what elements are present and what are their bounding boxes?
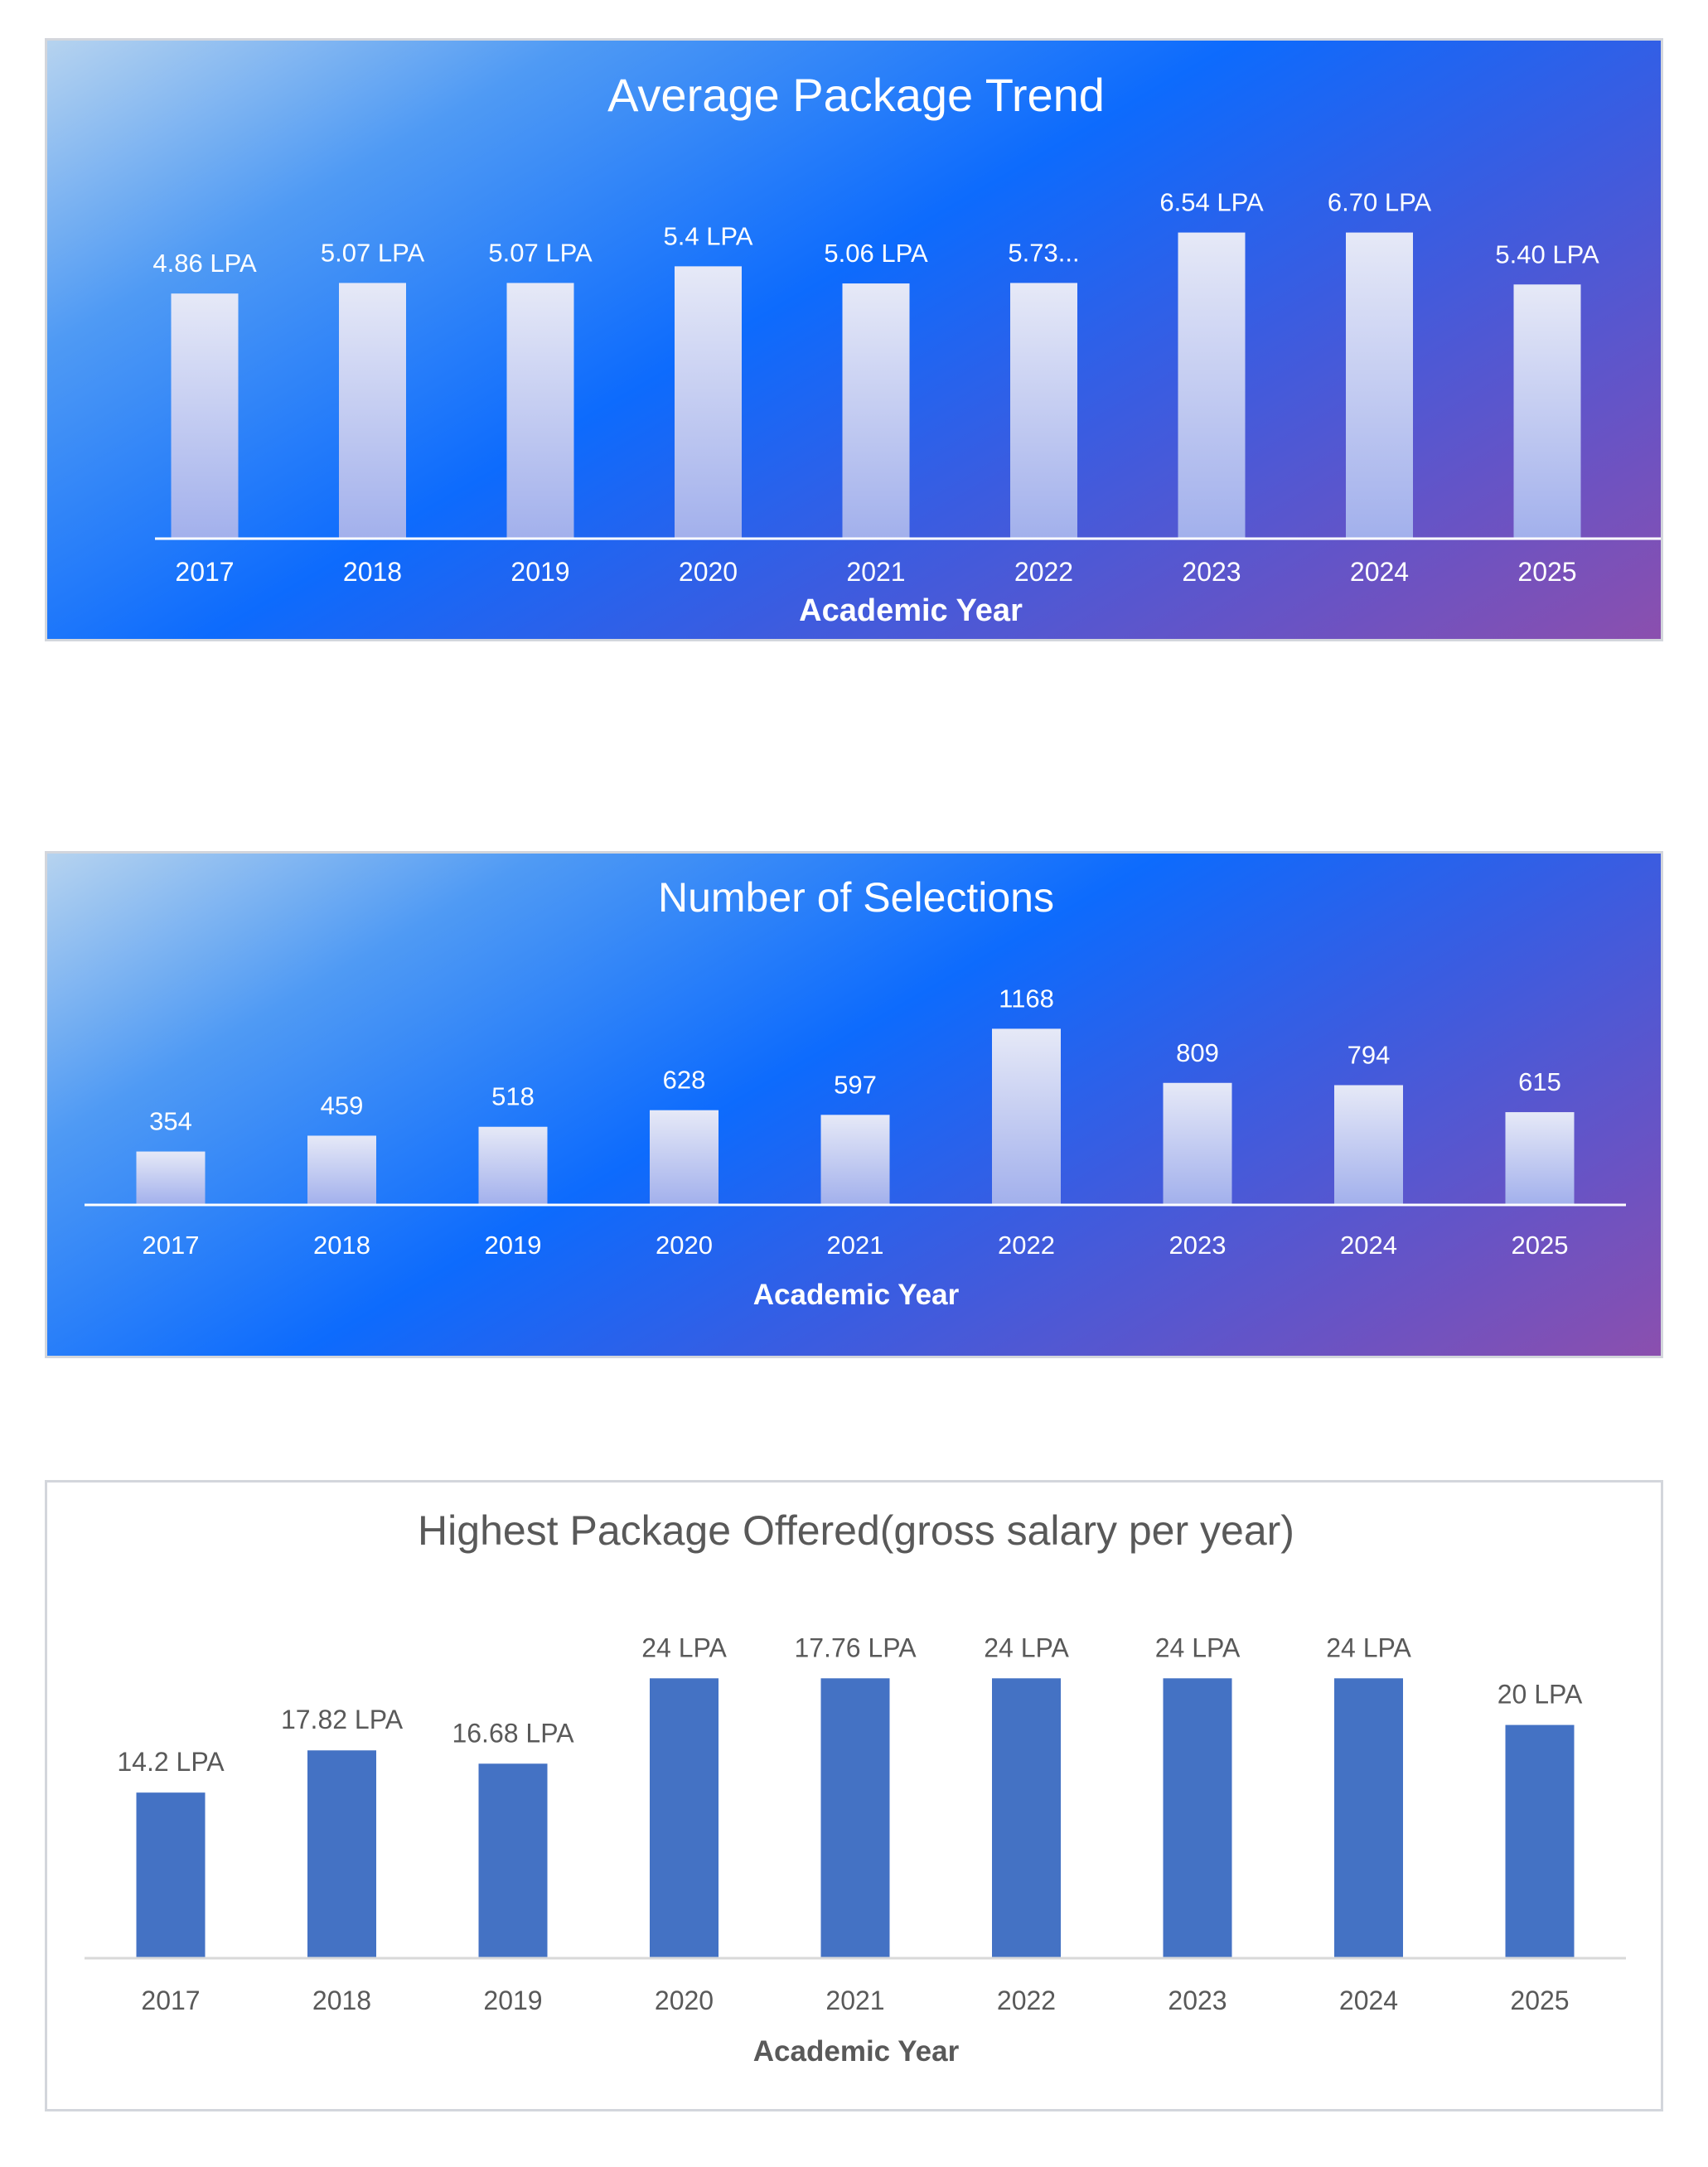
data-label-2021: 17.76 LPA: [794, 1633, 917, 1662]
bar-2022: [992, 1678, 1061, 1958]
bar-2021: [842, 283, 910, 539]
x-tick-label-2023: 2023: [1182, 557, 1241, 587]
data-label-2025: 5.40 LPA: [1495, 239, 1599, 268]
data-label-2017: 4.86 LPA: [152, 249, 257, 278]
chart-title: Number of Selections: [658, 874, 1054, 921]
chart-title: Highest Package Offered(gross salary per…: [418, 1507, 1294, 1554]
x-tick-label-2019: 2019: [510, 557, 569, 587]
highest-package-chart: Highest Package Offered(gross salary per…: [45, 1480, 1663, 2111]
x-tick-label-2022: 2022: [998, 1231, 1055, 1260]
bar-2023: [1178, 232, 1246, 539]
x-tick-label-2023: 2023: [1169, 1231, 1227, 1260]
bar-2024: [1334, 1678, 1403, 1958]
bar-2020: [650, 1110, 719, 1205]
x-tick-label-2019: 2019: [483, 1986, 542, 2015]
bar-2019: [478, 1763, 548, 1958]
x-tick-label-2018: 2018: [312, 1986, 371, 2015]
x-tick-label-2020: 2020: [679, 557, 738, 587]
bar-2023: [1163, 1678, 1232, 1958]
data-label-2018: 17.82 LPA: [281, 1705, 404, 1734]
data-label-2019: 5.07 LPA: [488, 238, 593, 267]
data-label-2024: 6.70 LPA: [1328, 188, 1432, 217]
bar-2017: [136, 1151, 206, 1205]
bar-2025: [1505, 1112, 1575, 1205]
bar-2022: [1010, 283, 1077, 539]
data-label-2023: 6.54 LPA: [1159, 188, 1264, 217]
bar-2018: [307, 1135, 376, 1205]
bar-2018: [339, 283, 406, 539]
x-tick-label-2025: 2025: [1512, 1231, 1569, 1260]
data-label-2025: 20 LPA: [1498, 1680, 1583, 1710]
x-tick-label-2024: 2024: [1340, 1231, 1397, 1260]
x-tick-label-2020: 2020: [656, 1231, 713, 1260]
x-tick-label-2024: 2024: [1339, 1986, 1398, 2015]
x-tick-label-2025: 2025: [1517, 557, 1576, 587]
bar-2019: [506, 283, 574, 539]
data-label-2023: 24 LPA: [1155, 1633, 1241, 1662]
x-tick-label-2021: 2021: [825, 1986, 884, 2015]
average-package-chart: Average Package Trend Academic Year 4.86…: [45, 38, 1663, 641]
data-label-2018: 5.07 LPA: [321, 238, 425, 267]
bar-2019: [478, 1126, 548, 1205]
x-tick-label-2017: 2017: [143, 1231, 200, 1260]
bar-2020: [650, 1678, 719, 1958]
data-label-2022: 1168: [999, 984, 1054, 1013]
data-label-2022: 5.73...: [1008, 238, 1079, 267]
data-label-2020: 628: [663, 1066, 706, 1095]
x-tick-label-2022: 2022: [1014, 557, 1073, 587]
chart-title: Average Package Trend: [607, 69, 1105, 121]
data-label-2017: 354: [149, 1107, 192, 1136]
data-label-2024: 794: [1348, 1040, 1391, 1069]
selections-chart: Number of Selections Academic Year 354 20…: [45, 851, 1663, 1358]
x-tick-label-2018: 2018: [313, 1231, 370, 1260]
x-tick-label-2017: 2017: [141, 1986, 200, 2015]
data-label-2022: 24 LPA: [984, 1633, 1069, 1662]
data-label-2019: 16.68 LPA: [452, 1718, 574, 1748]
data-label-2018: 459: [321, 1091, 364, 1120]
x-tick-label-2018: 2018: [343, 557, 402, 587]
x-tick-label-2017: 2017: [175, 557, 234, 587]
x-tick-label-2019: 2019: [485, 1231, 542, 1260]
x-tick-label-2021: 2021: [846, 557, 905, 587]
bar-2020: [675, 266, 742, 539]
highest-package-plot: Highest Package Offered(gross salary per…: [85, 1507, 1626, 2068]
x-axis-title: Academic Year: [799, 593, 1023, 628]
data-label-2021: 597: [834, 1070, 877, 1099]
bar-2023: [1163, 1082, 1232, 1205]
x-tick-label-2023: 2023: [1168, 1986, 1227, 2015]
data-label-2020: 5.4 LPA: [663, 221, 752, 250]
bar-2022: [992, 1028, 1061, 1205]
x-axis-title: Academic Year: [753, 2035, 960, 2068]
x-tick-label-2021: 2021: [827, 1231, 884, 1260]
data-label-2017: 14.2 LPA: [117, 1747, 225, 1777]
data-label-2020: 24 LPA: [641, 1633, 727, 1662]
data-label-2024: 24 LPA: [1326, 1633, 1411, 1662]
bar-2017: [136, 1792, 206, 1958]
average-package-plot: Average Package Trend Academic Year 4.86…: [152, 69, 1661, 628]
data-label-2025: 615: [1518, 1067, 1561, 1096]
bar-2024: [1346, 232, 1413, 539]
bar-2024: [1334, 1085, 1403, 1205]
x-tick-label-2025: 2025: [1510, 1986, 1569, 2015]
bar-2025: [1513, 284, 1581, 539]
selections-plot: Number of Selections Academic Year 354 20…: [85, 874, 1626, 1311]
data-label-2023: 809: [1176, 1038, 1219, 1067]
x-tick-label-2022: 2022: [997, 1986, 1056, 2015]
bar-2025: [1505, 1724, 1575, 1958]
bar-2021: [820, 1678, 890, 1958]
data-label-2021: 5.06 LPA: [824, 239, 928, 268]
x-tick-label-2020: 2020: [655, 1986, 714, 2015]
x-tick-label-2024: 2024: [1350, 557, 1409, 587]
bar-2017: [171, 293, 239, 539]
bar-2021: [820, 1115, 890, 1205]
data-label-2019: 518: [491, 1082, 535, 1111]
x-axis-title: Academic Year: [753, 1279, 960, 1311]
bar-2018: [307, 1750, 376, 1958]
